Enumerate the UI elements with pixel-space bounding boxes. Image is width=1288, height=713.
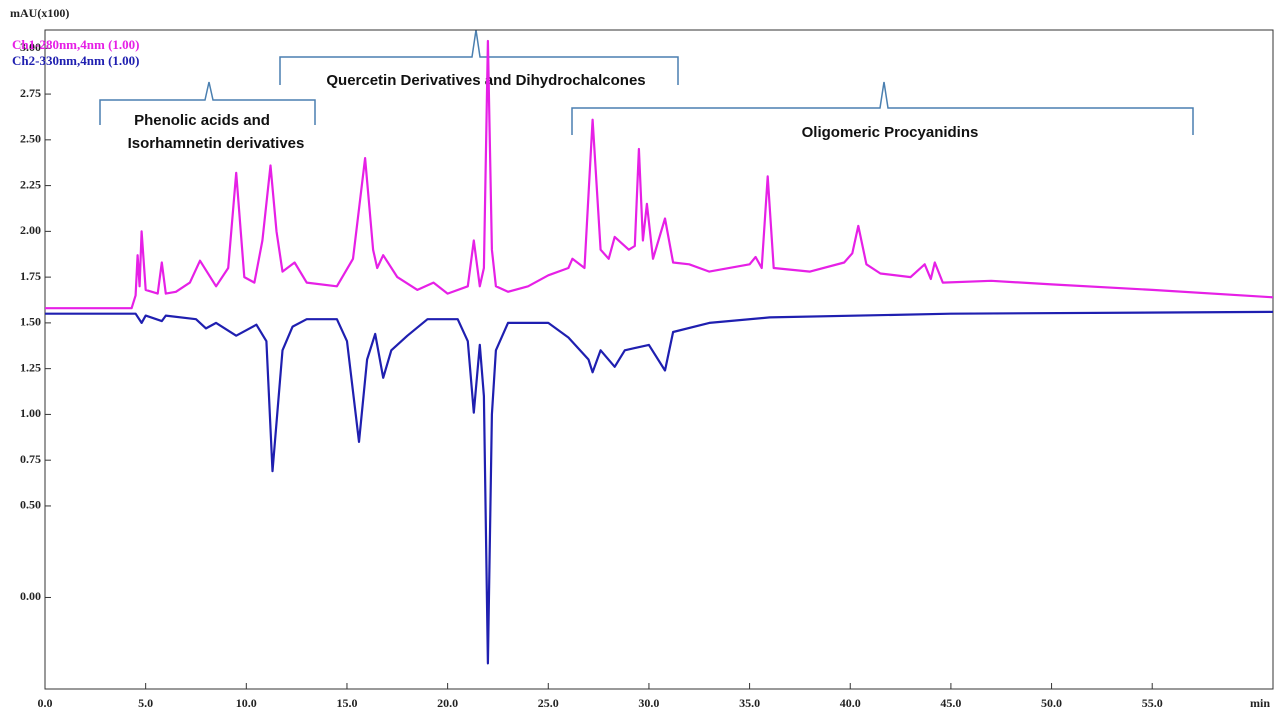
y-axis-label: mAU(x100) <box>10 6 69 20</box>
annotation: Phenolic acids and <box>134 112 270 129</box>
legend-entry: Ch1-280nm,4nm (1.00) <box>12 37 139 52</box>
bracket <box>571 81 1194 135</box>
annotation: Quercetin Derivatives and Dihydrochalcon… <box>326 72 645 89</box>
y-tick-label: 1.25 <box>20 360 41 374</box>
trace <box>45 39 1274 310</box>
x-tick-label: 15.0 <box>336 696 357 710</box>
x-tick-label: 20.0 <box>437 696 458 710</box>
x-tick-label: 0.0 <box>38 696 53 710</box>
y-tick-label: 1.00 <box>20 406 41 420</box>
y-tick-label: 2.00 <box>20 223 41 237</box>
y-tick-label: 0.50 <box>20 498 41 512</box>
trace <box>45 310 1274 665</box>
x-tick-label: 45.0 <box>940 696 961 710</box>
x-axis-label: min <box>1250 696 1270 710</box>
annotation: Oligomeric Procyanidins <box>802 124 979 141</box>
y-tick-label: 0.00 <box>20 589 41 603</box>
bracket <box>99 81 316 125</box>
y-tick-label: 1.75 <box>20 269 41 283</box>
annotation: Isorhamnetin derivatives <box>128 135 305 152</box>
x-tick-label: 5.0 <box>138 696 153 710</box>
x-tick-label: 35.0 <box>739 696 760 710</box>
x-tick-label: 10.0 <box>236 696 257 710</box>
y-tick-label: 2.25 <box>20 177 41 191</box>
y-tick-label: 3.00 <box>20 40 41 54</box>
x-tick-label: 25.0 <box>538 696 559 710</box>
y-tick-label: 2.75 <box>20 86 41 100</box>
plot-frame <box>44 29 1274 690</box>
y-tick-label: 2.50 <box>20 132 41 146</box>
x-tick-label: 55.0 <box>1142 696 1163 710</box>
legend-entry: Ch2-330nm,4nm (1.00) <box>12 53 139 68</box>
y-tick-label: 0.75 <box>20 452 41 466</box>
y-tick-label: 1.50 <box>20 315 41 329</box>
x-tick-label: 30.0 <box>638 696 659 710</box>
x-tick-label: 50.0 <box>1041 696 1062 710</box>
x-tick-label: 40.0 <box>840 696 861 710</box>
